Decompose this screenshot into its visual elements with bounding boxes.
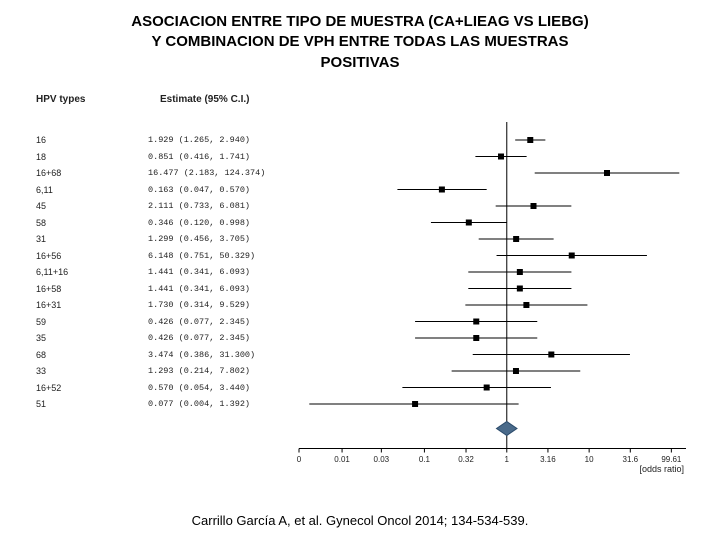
row-estimate: 0.163 (0.047, 0.570) — [148, 185, 250, 195]
row-label: 16+58 — [36, 284, 61, 294]
row-estimate: 0.077 (0.004, 1.392) — [148, 399, 250, 409]
x-tick-label: 99.61 — [661, 455, 681, 464]
row-estimate: 1.441 (0.341, 6.093) — [148, 284, 250, 294]
title-line-3: POSITIVAS — [321, 54, 400, 71]
row-estimate: 0.346 (0.120, 0.998) — [148, 218, 250, 228]
row-label: 45 — [36, 201, 46, 211]
row-label: 35 — [36, 333, 46, 343]
row-label: 33 — [36, 366, 46, 376]
citation-text: Carrillo García A, et al. Gynecol Oncol … — [0, 513, 720, 528]
row-label: 16+31 — [36, 300, 61, 310]
row-estimate: 0.426 (0.077, 2.345) — [148, 317, 250, 327]
x-axis-label: [odds ratio] — [639, 464, 684, 474]
row-estimate: 3.474 (0.386, 31.300) — [148, 350, 255, 360]
slide-title: ASOCIACION ENTRE TIPO DE MUESTRA (CA+LIE… — [0, 0, 720, 79]
row-estimate: 0.851 (0.416, 1.741) — [148, 152, 250, 162]
row-estimate: 1.441 (0.341, 6.093) — [148, 267, 250, 277]
x-tick-label: 0.32 — [458, 455, 474, 464]
row-label: 51 — [36, 399, 46, 409]
x-tick-label: 31.6 — [622, 455, 638, 464]
row-label: 18 — [36, 152, 46, 162]
row-label: 16+56 — [36, 251, 61, 261]
x-tick-label: 0.01 — [334, 455, 350, 464]
x-tick-label: 0 — [297, 455, 301, 464]
row-estimate: 1.293 (0.214, 7.802) — [148, 366, 250, 376]
row-label: 6,11 — [36, 185, 53, 195]
row-estimate: 1.929 (1.265, 2.940) — [148, 135, 250, 145]
title-line-1: ASOCIACION ENTRE TIPO DE MUESTRA (CA+LIE… — [131, 13, 588, 30]
row-label: 68 — [36, 350, 46, 360]
row-estimate: 1.299 (0.456, 3.705) — [148, 234, 250, 244]
row-estimate: 0.426 (0.077, 2.345) — [148, 333, 250, 343]
row-estimate: 6.148 (0.751, 50.329) — [148, 251, 255, 261]
row-label: 6,11+16 — [36, 267, 68, 277]
row-estimate: 1.730 (0.314, 9.529) — [148, 300, 250, 310]
x-tick-label: 3.16 — [540, 455, 556, 464]
forest-plot: HPV types Estimate (95% C.I.) [odds rati… — [30, 88, 690, 478]
title-line-2: Y COMBINACION DE VPH ENTRE TODAS LAS MUE… — [152, 33, 569, 50]
x-tick-label: 1 — [505, 455, 509, 464]
row-estimate: 0.570 (0.054, 3.440) — [148, 383, 250, 393]
row-label: 58 — [36, 218, 46, 228]
header-types: HPV types — [36, 94, 85, 105]
header-estimate: Estimate (95% C.I.) — [160, 94, 249, 105]
row-label: 31 — [36, 234, 46, 244]
x-tick-label: 0.03 — [374, 455, 390, 464]
x-tick-label: 10 — [585, 455, 594, 464]
row-label: 16+52 — [36, 383, 61, 393]
row-label: 16+68 — [36, 168, 61, 178]
row-label: 59 — [36, 317, 46, 327]
row-estimate: 2.111 (0.733, 6.081) — [148, 201, 250, 211]
row-label: 16 — [36, 135, 46, 145]
row-estimate: 16.477 (2.183, 124.374) — [148, 168, 265, 178]
x-tick-label: 0.1 — [419, 455, 430, 464]
forest-chart-svg — [295, 110, 690, 460]
